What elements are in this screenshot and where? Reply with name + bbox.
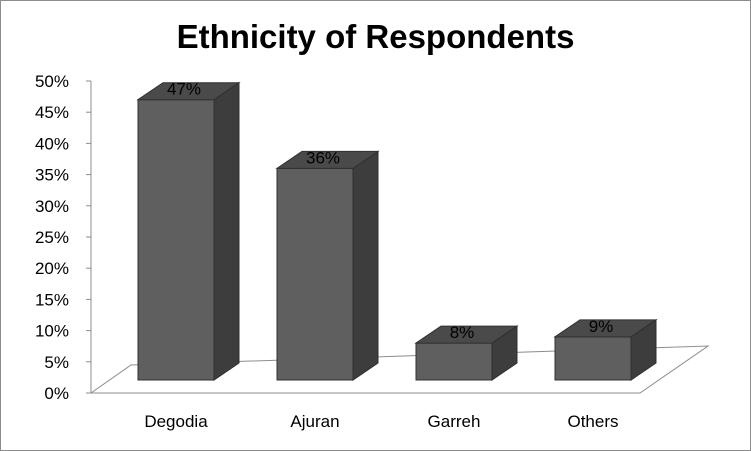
data-label: 8% xyxy=(450,323,475,342)
floor-layer xyxy=(89,345,710,394)
data-label: 47% xyxy=(167,80,201,99)
bar-front-garreh xyxy=(415,342,493,381)
y-tick-label: 25% xyxy=(35,228,69,247)
x-category-label: Garreh xyxy=(428,412,481,431)
data-label: 9% xyxy=(589,317,614,336)
data-label: 36% xyxy=(306,148,340,167)
label-layer: 47% Degodia 36% Ajuran 8% Garreh 9% Others xyxy=(144,80,618,431)
y-tick-label: 40% xyxy=(35,134,69,153)
y-tick-label: 50% xyxy=(35,72,69,91)
bar-side-degodia xyxy=(213,81,240,381)
chart-floor xyxy=(89,345,710,394)
bar-top-ajuran xyxy=(275,150,380,169)
y-tick-label: 35% xyxy=(35,166,69,185)
bar-front-degodia xyxy=(137,99,215,381)
y-tick-label: 15% xyxy=(35,290,69,309)
chart-title: Ethnicity of Respondents xyxy=(176,18,575,55)
bar-front-others xyxy=(554,336,632,381)
bar-top-others xyxy=(553,319,658,338)
bar-top-degodia xyxy=(136,82,241,101)
y-tick-label: 0% xyxy=(44,384,69,403)
y-tick-label: 20% xyxy=(35,259,69,278)
x-category-label: Others xyxy=(567,412,618,431)
y-tick-label: 5% xyxy=(44,353,69,372)
bar-side-ajuran xyxy=(352,150,379,381)
y-tick-label: 10% xyxy=(35,322,69,341)
x-category-label: Degodia xyxy=(144,412,208,431)
axis-layer: 0% 5% 10% 15% 20% 25% 30% 35% 40% 45% 50% xyxy=(35,72,92,403)
x-category-label: Ajuran xyxy=(290,412,339,431)
bar-front-ajuran xyxy=(276,167,354,381)
y-tick-label: 30% xyxy=(35,197,69,216)
y-tick-label: 45% xyxy=(35,103,69,122)
bar-top-garreh xyxy=(414,325,519,344)
bar-layer xyxy=(136,81,658,381)
